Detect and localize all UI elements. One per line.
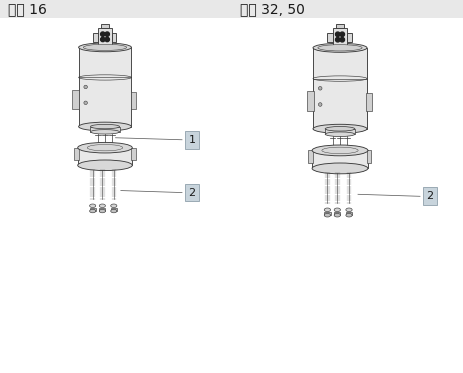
- Circle shape: [100, 32, 105, 36]
- Bar: [336, 24, 343, 28]
- Ellipse shape: [317, 45, 361, 51]
- Circle shape: [84, 85, 87, 89]
- Bar: [78, 148, 132, 165]
- Ellipse shape: [89, 209, 95, 213]
- Circle shape: [339, 37, 344, 42]
- Ellipse shape: [345, 213, 351, 217]
- Bar: [78, 47, 131, 126]
- Ellipse shape: [111, 204, 117, 207]
- Ellipse shape: [90, 130, 119, 134]
- Ellipse shape: [90, 124, 119, 129]
- Ellipse shape: [78, 142, 132, 153]
- Bar: [74, 148, 78, 160]
- Text: 规格 16: 规格 16: [8, 2, 47, 16]
- Bar: [333, 211, 340, 215]
- Bar: [111, 207, 117, 211]
- Bar: [365, 93, 371, 111]
- Bar: [327, 34, 332, 43]
- Ellipse shape: [333, 208, 340, 211]
- Bar: [0, 0, 463, 18]
- Circle shape: [84, 101, 87, 104]
- Circle shape: [100, 37, 105, 42]
- Ellipse shape: [345, 208, 351, 211]
- Circle shape: [318, 87, 321, 90]
- Ellipse shape: [111, 209, 117, 213]
- Ellipse shape: [78, 160, 132, 170]
- Ellipse shape: [325, 126, 354, 131]
- Bar: [130, 92, 136, 109]
- Bar: [98, 28, 112, 46]
- Bar: [93, 33, 98, 42]
- Text: 规格 32, 50: 规格 32, 50: [239, 2, 304, 16]
- Bar: [112, 33, 116, 42]
- Text: 1: 1: [188, 135, 195, 145]
- Ellipse shape: [313, 124, 366, 133]
- Circle shape: [335, 32, 339, 37]
- Bar: [332, 28, 346, 46]
- Ellipse shape: [313, 43, 366, 52]
- Ellipse shape: [78, 43, 131, 52]
- Bar: [325, 129, 354, 134]
- Ellipse shape: [99, 204, 105, 207]
- Bar: [72, 90, 79, 109]
- Text: 2: 2: [425, 191, 432, 201]
- Bar: [366, 150, 371, 163]
- Text: 2: 2: [188, 188, 195, 198]
- Bar: [312, 150, 367, 168]
- Ellipse shape: [312, 163, 367, 174]
- Ellipse shape: [333, 213, 340, 217]
- Circle shape: [105, 37, 109, 42]
- Bar: [101, 25, 108, 28]
- Bar: [308, 150, 313, 163]
- Bar: [306, 91, 313, 111]
- Circle shape: [339, 32, 344, 37]
- Bar: [345, 211, 351, 215]
- Bar: [99, 207, 105, 211]
- Ellipse shape: [324, 213, 330, 217]
- Ellipse shape: [89, 204, 95, 207]
- Ellipse shape: [324, 208, 330, 211]
- Bar: [90, 126, 119, 132]
- Bar: [346, 34, 351, 43]
- Circle shape: [105, 32, 109, 36]
- Bar: [313, 48, 366, 129]
- Bar: [89, 207, 95, 211]
- Bar: [324, 211, 330, 215]
- Circle shape: [335, 37, 339, 42]
- Ellipse shape: [83, 44, 126, 50]
- Bar: [131, 148, 136, 160]
- Ellipse shape: [325, 132, 354, 137]
- Ellipse shape: [99, 209, 105, 213]
- Ellipse shape: [312, 145, 367, 156]
- Ellipse shape: [78, 122, 131, 131]
- Circle shape: [318, 103, 321, 106]
